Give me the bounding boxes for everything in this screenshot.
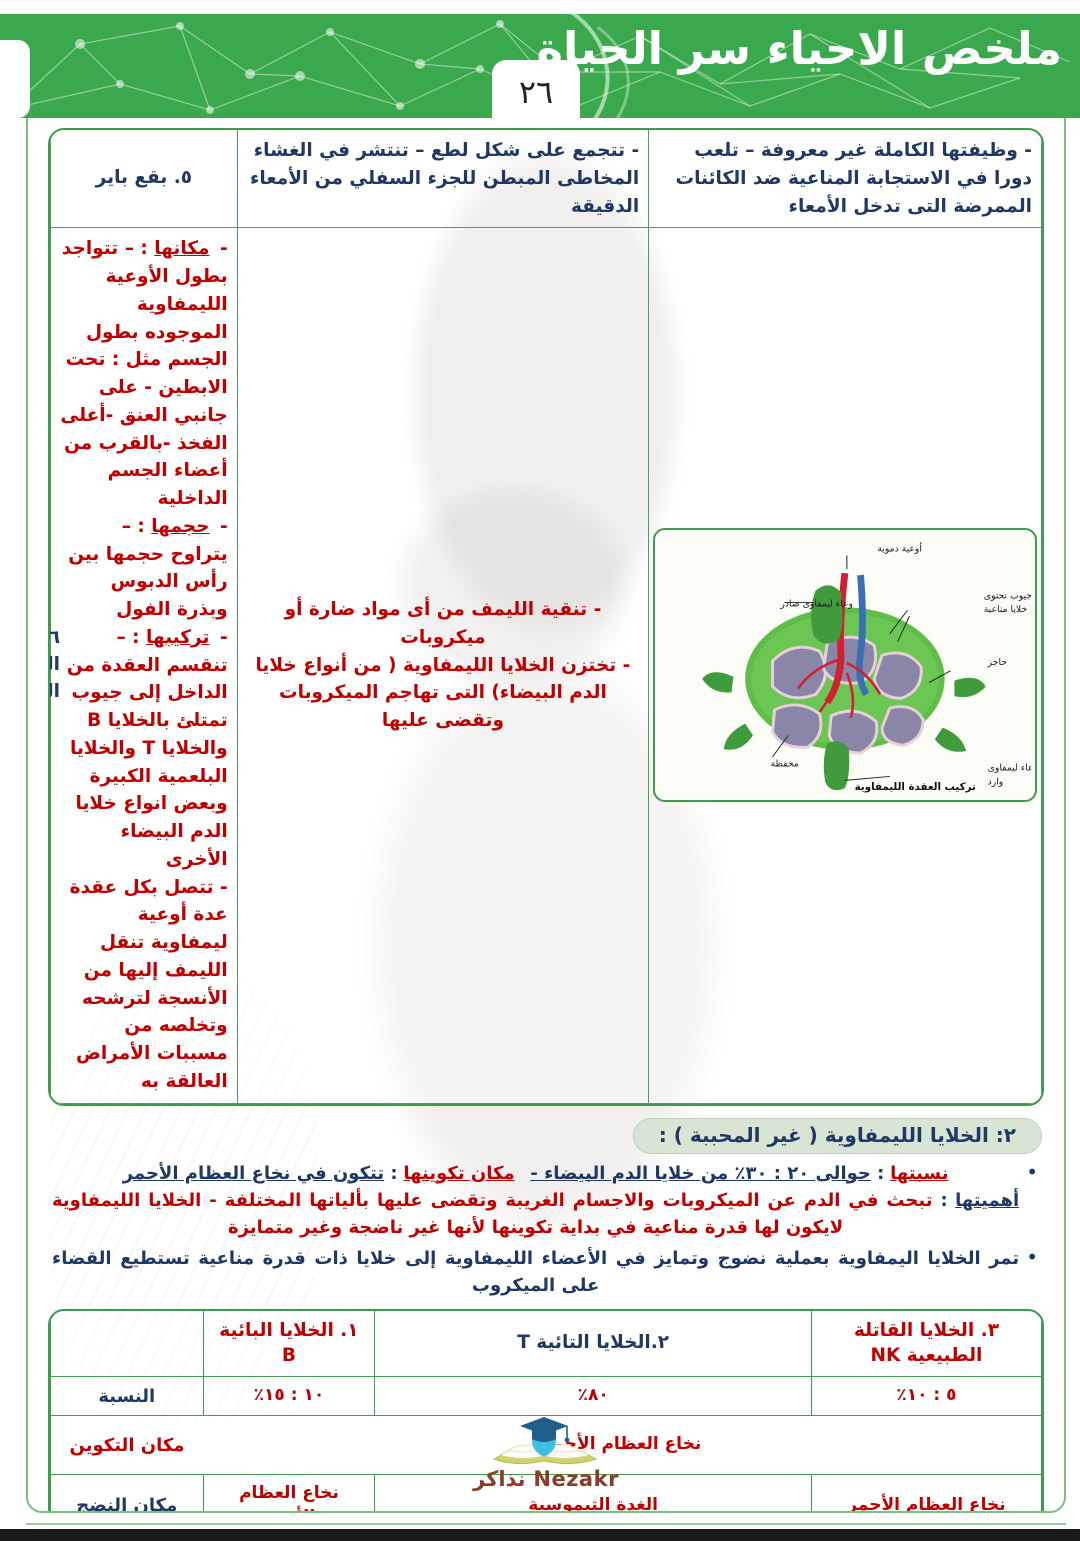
diagram-caption: تركيب العقدة الليمفاوية — [855, 782, 976, 794]
label-sinuses-2: خلايا مناعية — [984, 605, 1028, 616]
value-percentage: حوالى ٢٠ : ٣٠٪ من خلايا الدم البيضاء - — [530, 1162, 871, 1184]
brand-latin: Nezakr — [533, 1467, 619, 1491]
section-heading-lymphocytes: ٢: الخلايا الليمفاوية ( غير المحببة ) : — [632, 1117, 1042, 1154]
lymph-function-item-2: - تختزن الخلايا الليمفاوية ( من أنواع خل… — [255, 654, 631, 732]
text-size: : – يتراوح حجمها بين رأس الدبوس وبذرة ال… — [68, 515, 228, 620]
label-capsule: محفظة — [771, 759, 799, 770]
label-blood-vessels: أوعية دموية — [877, 542, 922, 555]
bullet-maturation-text: تمر الخلايا اليمفاوية بعملية نضوج وتمايز… — [52, 1247, 1020, 1296]
header-b-cells: ١. الخلايا البائية B — [202, 1310, 376, 1378]
lymph-node-diagram: أوعية دموية جيوب تحتوى خلايا مناعية وعاء… — [653, 528, 1037, 803]
lymph-node-illustration-icon: أوعية دموية جيوب تحتوى خلايا مناعية وعاء… — [698, 534, 1031, 797]
percentage-t: ٨٠٪ — [374, 1376, 812, 1417]
header-left-fold — [0, 40, 30, 118]
label-efferent-vessel: وعاء ليمفاوى صادر — [780, 599, 854, 610]
maturation-nk: نخاع العظام الأحمر — [811, 1474, 1042, 1511]
lymph-function-item-1: - تنقية الليمف من أى مواد ضارة أو ميكروب… — [284, 599, 602, 648]
label-sinuses-1: جيوب تحتوى — [984, 591, 1031, 602]
lymph-node-functions-cell: - تنقية الليمف من أى مواد ضارة أو ميكروب… — [236, 227, 650, 1104]
header-corner — [50, 1310, 204, 1378]
lymphocyte-comparison-table: ٣. الخلايا القاتلة الطبيعية NK ٢.الخلايا… — [48, 1308, 1044, 1511]
graduation-book-icon — [492, 1417, 598, 1465]
value-importance: تبحث في الدم عن الميكروبات والاجسام الغر… — [52, 1189, 933, 1238]
percentage-nk: ٥ : ١٠٪ — [811, 1376, 1042, 1417]
section-heading-wrap: ٢: الخلايا الليمفاوية ( غير المحببة ) : — [48, 1117, 1042, 1154]
label-percentage: نسبتها — [890, 1162, 949, 1184]
text-location: : – تتواجد بطول الأوعية الليمفاوية الموج… — [60, 238, 228, 509]
table-row: - وظيفتها الكاملة غير معروفة – تلعب دورا… — [50, 130, 1042, 229]
brand-name: Nezakr نذاكر — [473, 1467, 619, 1491]
rowlabel-percentage: النسبة — [50, 1376, 204, 1417]
term-location: مكانها — [154, 238, 210, 260]
footer-divider — [26, 1523, 1066, 1525]
page-header: ملخص الاحياء سر الحياة ٢٦ — [0, 14, 1080, 124]
peyer-function-cell: - وظيفتها الكاملة غير معروفة – تلعب دورا… — [648, 130, 1042, 229]
rowlabel-formation-place: مكان التكوين — [50, 1415, 204, 1476]
maturation-t: الغدة التيموسية — [374, 1474, 812, 1511]
lymph-desc-item-3: - تركيبها : – تنقسم العقدة من الداخل إلى… — [66, 626, 228, 870]
label-afferent-vessel-1: وعاء ليمفاوى — [988, 763, 1031, 774]
brand-arabic: نذاكر — [473, 1467, 526, 1491]
table-header-row: ٣. الخلايا القاتلة الطبيعية NK ٢.الخلايا… — [50, 1310, 1042, 1378]
lymphocyte-bullets: • نسبتها : حوالى ٢٠ : ٣٠٪ من خلايا الدم … — [52, 1160, 1038, 1299]
header-nk-cells: ٣. الخلايا القاتلة الطبيعية NK — [811, 1310, 1042, 1378]
value-formation-place: تتكون في نخاع العظام الأحمر — [122, 1162, 385, 1184]
bullet-dot-icon: • — [1026, 1244, 1038, 1269]
label-importance: أهميتها — [955, 1189, 1020, 1211]
term-size: حجمها — [151, 515, 210, 537]
table-row: ٥ : ١٠٪ ٨٠٪ ١٠ : ١٥٪ النسبة — [50, 1376, 1042, 1417]
table-row: نخاع العظام الأحمر الغدة التيموسية نخاع … — [50, 1474, 1042, 1511]
lymphoid-organs-table: - وظيفتها الكاملة غير معروفة – تلعب دورا… — [48, 128, 1044, 1106]
label-formation-place: مكان تكوينها — [403, 1162, 515, 1184]
bottom-bar — [0, 1529, 1080, 1541]
formation-place-merged: نخاع العظام الأحمر — [203, 1415, 1042, 1476]
maturation-b: نخاع العظام الأحمر — [202, 1474, 376, 1511]
page-title: ملخص الاحياء سر الحياة — [536, 22, 1062, 75]
peyer-location-cell: - تتجمع على شكل لطع – تنتشر في الغشاء ال… — [236, 130, 650, 229]
label-trabecula: حاجز — [987, 657, 1008, 668]
table-row: أوعية دموية جيوب تحتوى خلايا مناعية وعاء… — [50, 227, 1042, 1104]
label-afferent-vessel-2: وارد — [988, 777, 1004, 788]
text-structure: : – تنقسم العقدة من الداخل إلى جيوب تمتل… — [66, 626, 228, 870]
table-row: نخاع العظام الأحمر مكان التكوين — [50, 1415, 1042, 1476]
page-number-badge: ٢٦ — [492, 60, 580, 124]
footer-logo: Nezakr نذاكر — [28, 1415, 1064, 1491]
lymph-desc-item-4: - تتصل بكل عقدة عدة أوعية ليمفاوية تنقل … — [69, 876, 228, 1092]
page-content: - وظيفتها الكاملة غير معروفة – تلعب دورا… — [28, 120, 1064, 1511]
bullet-item: • نسبتها : حوالى ٢٠ : ٣٠٪ من خلايا الدم … — [52, 1159, 1038, 1238]
header-t-cells: ٢.الخلايا التائية T — [374, 1310, 812, 1378]
term-structure: تركيبها — [146, 626, 210, 648]
lymph-desc-item-1: - مكانها : – تتواجد بطول الأوعية الليمفا… — [60, 238, 228, 509]
percentage-b: ١٠ : ١٥٪ — [202, 1376, 376, 1417]
rowlabel-maturation-place: مكان النضج — [50, 1474, 204, 1511]
lymph-desc-item-2: - حجمها : – يتراوح حجمها بين رأس الدبوس … — [68, 515, 228, 620]
peyer-title-cell: ٥. بقع باير — [50, 130, 238, 229]
lymph-node-description-cell: - مكانها : – تتواجد بطول الأوعية الليمفا… — [50, 227, 238, 1104]
page-body: - وظيفتها الكاملة غير معروفة – تلعب دورا… — [26, 14, 1066, 1513]
bullet-dot-icon: • — [1026, 1159, 1038, 1184]
bullet-item: • تمر الخلايا اليمفاوية بعملية نضوج وتما… — [52, 1245, 1038, 1299]
lymph-node-diagram-cell: أوعية دموية جيوب تحتوى خلايا مناعية وعاء… — [648, 227, 1042, 1104]
